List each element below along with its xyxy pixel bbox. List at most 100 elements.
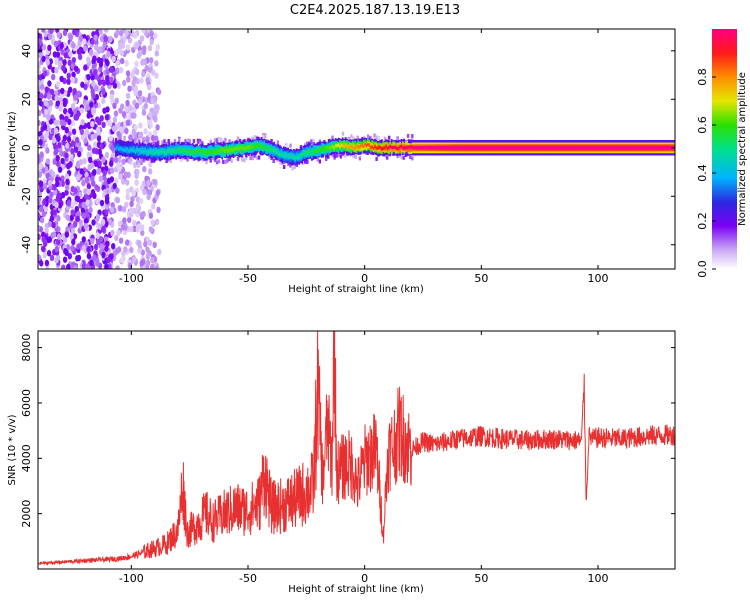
spectrogram-ridge-cell [238, 146, 240, 151]
spectrogram-halo-cell [352, 136, 355, 141]
spectrogram-halo-cell [199, 139, 202, 144]
spectrogram-noise-cell [39, 216, 45, 224]
spectrogram-ridge-cell [428, 146, 431, 150]
spectrogram-ridge-cell [327, 146, 330, 150]
spectrogram-ridge-cell [396, 147, 399, 151]
spectrogram-noise-cell [93, 69, 98, 76]
spectrogram-halo-cell [228, 139, 231, 144]
spectrogram-noise-cell [89, 101, 94, 108]
spectrogram-ridge-cell [263, 145, 266, 149]
spectrogram-noise-cell [139, 211, 144, 218]
spectrogram-noise-cell [102, 169, 108, 177]
spectrogram-halo-cell [217, 137, 221, 141]
spectrogram-ridge-cell [192, 149, 194, 154]
spectrogram-ridge-cell [215, 147, 218, 154]
spectrogram-ridge-cell [400, 144, 403, 149]
spectrogram-ridge-cell [512, 146, 515, 150]
spectrogram-halo-cell [253, 135, 256, 140]
spectrogram-noise-cell [85, 263, 90, 269]
spectrogram-halo-cell [367, 134, 370, 139]
spectrogram-noise-cell [141, 70, 146, 78]
spectrogram-halo-cell [388, 135, 391, 140]
spectrogram-noise-cell [67, 125, 73, 132]
spectrogram-noise-cell [72, 29, 78, 35]
spectrogram-noise-cell [47, 179, 53, 186]
spectrogram-noise-cell [44, 131, 49, 138]
colorbar: 0.0 0.2 0.4 0.6 0.8 Normalized spectral ampl… [696, 29, 748, 278]
spectrogram-noise-cell [44, 86, 49, 93]
spectrogram-halo-cell [312, 139, 315, 144]
spectrogram-noise-cell [67, 130, 72, 137]
spectrogram-noise-cell [86, 74, 91, 81]
spectrogram-ridge-cell [438, 146, 441, 150]
spectrogram-halo-cell [192, 139, 196, 143]
spectrogram-halo-cell [306, 141, 309, 146]
y-tick-label: 20 [20, 92, 33, 106]
spectrogram-noise-cell [129, 207, 134, 214]
spectrogram-noise-cell [112, 102, 117, 110]
spectrogram-noise-cell [73, 146, 79, 153]
spectrogram-noise-cell [115, 67, 120, 74]
spectrogram-ridge-cell [178, 147, 180, 155]
spectrogram-noise-cell [91, 58, 96, 65]
spectrogram-noise-cell [81, 179, 86, 187]
spectrogram-noise-cell [57, 166, 63, 173]
spectrogram-ridge-cell [158, 150, 161, 154]
spectrogram-noise-cell [75, 215, 81, 223]
spectrogram-noise-cell [144, 264, 150, 269]
spectrogram-noise-cell [38, 180, 44, 187]
spectrogram-ridge-cell [147, 151, 149, 155]
spectrogram-halo-cell [304, 159, 307, 164]
spectrogram-ridge-cell [351, 145, 354, 150]
spectrogram-noise-cell [141, 29, 146, 34]
spectrogram-noise-cell [121, 206, 127, 213]
spectrogram-noise-cell [154, 72, 159, 79]
spectrogram-ridge-cell [469, 146, 471, 150]
spectrogram-noise-cell [98, 61, 104, 68]
spectrogram-noise-cell [157, 248, 162, 256]
spectrogram-ridge-cell [543, 146, 546, 150]
spectrogram-noise-cell [101, 251, 106, 259]
spectrogram-halo-cell [331, 153, 334, 158]
spectrogram-noise-cell [146, 179, 151, 187]
spectrogram-noise-cell [94, 148, 99, 155]
snr-x-ticks: -100 -50 0 50 100 [119, 331, 609, 585]
spectrogram-noise-cell [90, 74, 95, 81]
spectrogram-ridge-cell [227, 149, 229, 154]
y-tick-label: 40 [20, 44, 33, 58]
spectrogram-ridge-cell [624, 146, 627, 150]
spectrogram-noise-cell [99, 199, 105, 207]
spectrogram-ridge-cell [493, 146, 495, 150]
spectrogram-ridge-cell [572, 146, 575, 150]
spectrogram-ridge-cell [367, 142, 369, 147]
spectrogram-halo-cell [383, 136, 387, 141]
spectrogram-noise-cell [55, 238, 61, 246]
spectrogram-noise-cell [62, 134, 67, 142]
spectrogram-ridge-cell [593, 146, 596, 150]
spectrogram-noise-cell [146, 193, 151, 200]
spectrogram-halo-cell [283, 160, 286, 165]
spectrogram-ridge-cell [591, 146, 593, 150]
spectrogram-ridge-cell [357, 145, 359, 149]
spectrogram-ridge-cell [609, 146, 611, 150]
spectrogram-ridge-cell [245, 146, 247, 150]
spectrogram-ridge-cell [399, 145, 401, 153]
spectrogram-x-ticks: -100 -50 0 50 100 [119, 29, 609, 285]
spectrogram-noise-cell [81, 244, 87, 252]
spectrogram-ridge-cell [406, 145, 408, 150]
spectrogram-ridge-cell [326, 145, 329, 149]
spectrogram-noise-cell [99, 243, 104, 250]
spectrogram-ridge-cell [444, 146, 446, 150]
spectrogram-noise-cell [45, 59, 50, 66]
spectrogram-ridge-cell [392, 145, 394, 150]
spectrogram-ridge-cell [337, 143, 340, 147]
spectrogram-ridge-cell [255, 144, 257, 149]
spectrogram-ridge-cell [316, 150, 319, 154]
spectrogram-noise-cell [101, 225, 106, 233]
spectrogram-ridge-cell [655, 146, 658, 150]
spectrogram-ridge-cell [446, 146, 449, 150]
spectrogram-ridge-cell [152, 147, 155, 155]
spectrogram-ridge-cell [586, 146, 589, 150]
spectrogram-noise-cell [130, 72, 135, 79]
spectrogram-noise-cell [45, 172, 50, 179]
